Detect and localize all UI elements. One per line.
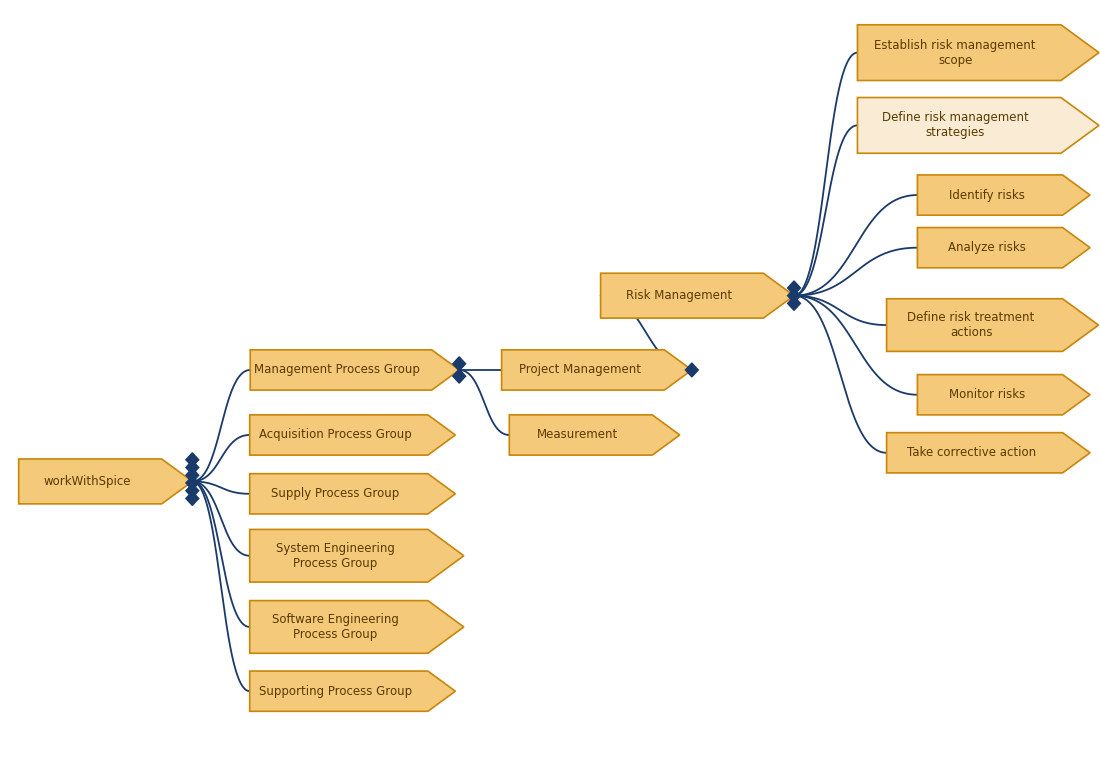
Polygon shape bbox=[788, 281, 801, 295]
Text: Measurement: Measurement bbox=[537, 429, 618, 441]
Polygon shape bbox=[250, 671, 455, 711]
Text: Monitor risks: Monitor risks bbox=[949, 389, 1025, 401]
Text: Identify risks: Identify risks bbox=[949, 189, 1025, 201]
Text: Establish risk management
scope: Establish risk management scope bbox=[874, 39, 1036, 67]
Text: workWithSpice: workWithSpice bbox=[44, 475, 131, 488]
Polygon shape bbox=[453, 357, 465, 371]
Polygon shape bbox=[601, 273, 794, 318]
Polygon shape bbox=[887, 433, 1090, 473]
Polygon shape bbox=[509, 415, 680, 455]
Text: Acquisition Process Group: Acquisition Process Group bbox=[258, 429, 411, 441]
Text: System Engineering
Process Group: System Engineering Process Group bbox=[276, 542, 395, 570]
Polygon shape bbox=[186, 484, 199, 498]
Polygon shape bbox=[502, 350, 692, 390]
Polygon shape bbox=[186, 461, 199, 474]
Text: Management Process Group: Management Process Group bbox=[254, 364, 420, 376]
Polygon shape bbox=[186, 468, 199, 482]
Text: Supporting Process Group: Supporting Process Group bbox=[258, 685, 411, 697]
Polygon shape bbox=[858, 98, 1099, 153]
Polygon shape bbox=[250, 415, 455, 455]
Polygon shape bbox=[453, 369, 465, 383]
Text: Project Management: Project Management bbox=[519, 364, 640, 376]
Polygon shape bbox=[685, 363, 698, 377]
Polygon shape bbox=[186, 453, 199, 467]
Polygon shape bbox=[250, 601, 464, 653]
Text: Risk Management: Risk Management bbox=[626, 289, 732, 302]
Polygon shape bbox=[19, 459, 192, 504]
Polygon shape bbox=[186, 491, 199, 505]
Text: Analyze risks: Analyze risks bbox=[948, 241, 1026, 254]
Polygon shape bbox=[917, 375, 1090, 415]
Text: Supply Process Group: Supply Process Group bbox=[271, 488, 399, 500]
Polygon shape bbox=[788, 296, 801, 310]
Polygon shape bbox=[917, 228, 1090, 268]
Text: Take corrective action: Take corrective action bbox=[906, 447, 1035, 459]
Polygon shape bbox=[788, 289, 801, 303]
Polygon shape bbox=[250, 350, 459, 390]
Polygon shape bbox=[186, 476, 199, 490]
Polygon shape bbox=[250, 474, 455, 514]
Polygon shape bbox=[250, 529, 464, 582]
Polygon shape bbox=[917, 175, 1090, 215]
Polygon shape bbox=[858, 25, 1099, 80]
Text: Define risk treatment
actions: Define risk treatment actions bbox=[908, 311, 1035, 339]
Text: Define risk management
strategies: Define risk management strategies bbox=[882, 111, 1028, 139]
Polygon shape bbox=[887, 299, 1099, 351]
Text: Software Engineering
Process Group: Software Engineering Process Group bbox=[272, 613, 398, 641]
